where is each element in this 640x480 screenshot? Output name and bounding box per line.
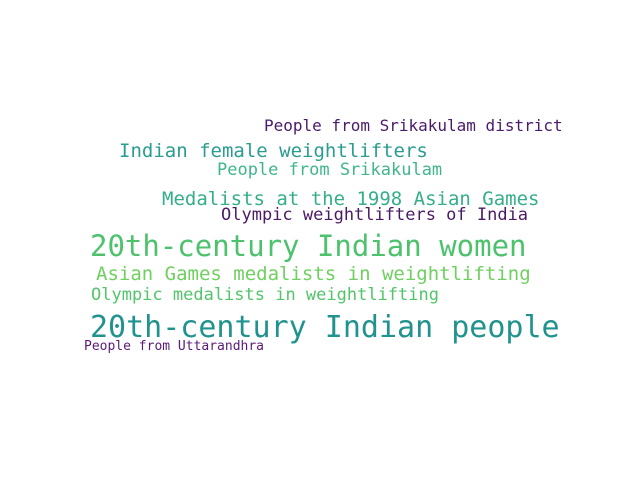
word-indian-female-weightlifters: Indian female weightlifters bbox=[119, 140, 428, 162]
word-asian-games-medalists-in-weightlifting: Asian Games medalists in weightlifting bbox=[96, 263, 531, 285]
word-20th-century-indian-women: 20th-century Indian women bbox=[90, 229, 527, 263]
word-people-from-srikakulam-district: People from Srikakulam district bbox=[264, 116, 563, 135]
word-20th-century-indian-people: 20th-century Indian people bbox=[90, 310, 560, 345]
word-people-from-uttarandhra: People from Uttarandhra bbox=[84, 339, 265, 354]
word-olympic-medalists-in-weightlifting: Olympic medalists in weightlifting bbox=[91, 285, 439, 305]
word-people-from-srikakulam: People from Srikakulam bbox=[217, 160, 443, 180]
word-medalists-at-the-1998-asian-games: Medalists at the 1998 Asian Games bbox=[162, 188, 540, 210]
word-olympic-weightlifters-of-india: Olympic weightlifters of India bbox=[221, 205, 529, 225]
